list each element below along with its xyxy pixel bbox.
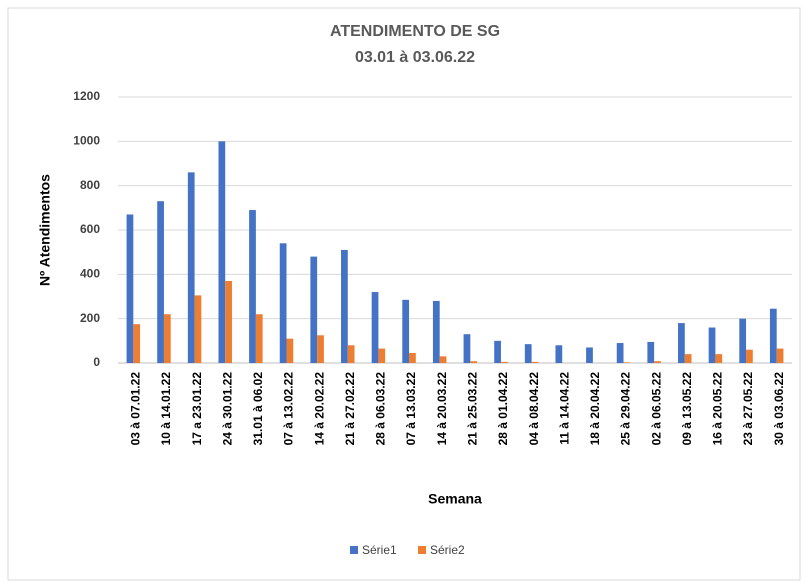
- chart-title: ATENDIMENTO DE SG: [330, 23, 500, 40]
- bar: [531, 361, 539, 363]
- x-tick-label: 16 à 20.05.22: [711, 372, 725, 446]
- x-tick-label: 11 à 14.04.22: [557, 372, 571, 445]
- legend-swatch: [350, 546, 358, 554]
- x-tick-label: 21 à 25.03.22: [465, 372, 479, 446]
- bar: [769, 308, 777, 363]
- bar: [341, 249, 348, 363]
- bar: [317, 335, 324, 363]
- bar: [494, 340, 501, 363]
- bar: [555, 345, 563, 363]
- x-tick-label: 31.01 à 06.02: [251, 372, 265, 446]
- bar: [684, 354, 692, 363]
- legend-label: Série1: [362, 543, 397, 557]
- bar: [194, 295, 202, 363]
- y-tick-label: 1200: [73, 89, 100, 103]
- bar: [715, 354, 723, 363]
- x-tick-label: 09 à 13.05.22: [680, 372, 694, 446]
- bar: [279, 243, 287, 363]
- x-tick-label: 24 à 30.01.22: [220, 372, 234, 446]
- x-tick-label: 28 à 06.03.22: [374, 372, 388, 446]
- y-tick-label: 400: [80, 267, 100, 281]
- bar: [133, 324, 141, 363]
- x-tick-label: 04 à 08.04.22: [527, 372, 541, 446]
- bar: [647, 341, 655, 363]
- y-tick-label: 200: [80, 311, 100, 325]
- x-tick-label: 18 à 20.04.22: [588, 372, 602, 446]
- chart-border: [7, 7, 801, 581]
- x-tick-label: 28 à 01.04.22: [496, 372, 510, 446]
- bar: [371, 292, 379, 363]
- bar: [409, 353, 416, 363]
- bar: [746, 349, 753, 363]
- x-tick-label: 17 a 23.01.22: [190, 372, 204, 446]
- legend-label: Série2: [430, 543, 465, 557]
- x-tick-label: 07 à 13.03.22: [404, 372, 418, 446]
- bar: [310, 256, 318, 363]
- x-tick-label: 14 à 20.02.22: [312, 372, 326, 446]
- x-tick-label: 30 à 03.06.22: [772, 372, 786, 446]
- bar: [432, 300, 440, 363]
- bar: [708, 327, 716, 363]
- bar: [163, 314, 171, 363]
- x-tick-label: 10 à 14.01.22: [159, 372, 173, 446]
- bar: [255, 314, 263, 363]
- bar: [616, 343, 624, 363]
- bar: [157, 201, 164, 363]
- x-tick-label: 02 à 06.05.22: [649, 372, 663, 446]
- bar: [225, 280, 232, 363]
- x-axis-label: Semana: [428, 491, 482, 507]
- y-tick-label: 600: [80, 222, 100, 236]
- bar: [378, 348, 386, 363]
- x-tick-label: 21 à 27.02.22: [343, 372, 357, 446]
- bar: [586, 347, 593, 363]
- bar: [218, 141, 226, 363]
- bar: [463, 334, 471, 363]
- bar: [402, 299, 410, 363]
- x-tick-label: 07 à 13.02.22: [282, 372, 296, 446]
- legend-swatch: [418, 546, 426, 554]
- bar: [347, 345, 355, 363]
- bar: [286, 338, 294, 363]
- y-tick-label: 1000: [73, 134, 100, 148]
- bar: [187, 172, 195, 363]
- y-tick-label: 0: [93, 355, 100, 369]
- bar: [126, 214, 134, 363]
- y-axis-label: Nº Atendimentos: [37, 174, 53, 286]
- bar: [678, 323, 685, 363]
- bar: [654, 361, 661, 363]
- x-tick-label: 23 à 27.05.22: [741, 372, 755, 446]
- x-tick-label: 25 à 29.04.22: [619, 372, 633, 446]
- bar: [249, 210, 256, 363]
- bar: [623, 362, 631, 363]
- bar: [470, 361, 478, 363]
- bar: [739, 318, 747, 363]
- chart-subtitle: 03.01 à 03.06.22: [355, 49, 475, 66]
- x-tick-label: 14 à 20.03.22: [435, 372, 449, 446]
- bar: [524, 344, 532, 363]
- bar: [776, 348, 784, 363]
- y-tick-label: 800: [80, 178, 100, 192]
- bar: [439, 356, 447, 363]
- x-tick-label: 03 à 07.01.22: [128, 372, 142, 446]
- bar: [500, 361, 508, 363]
